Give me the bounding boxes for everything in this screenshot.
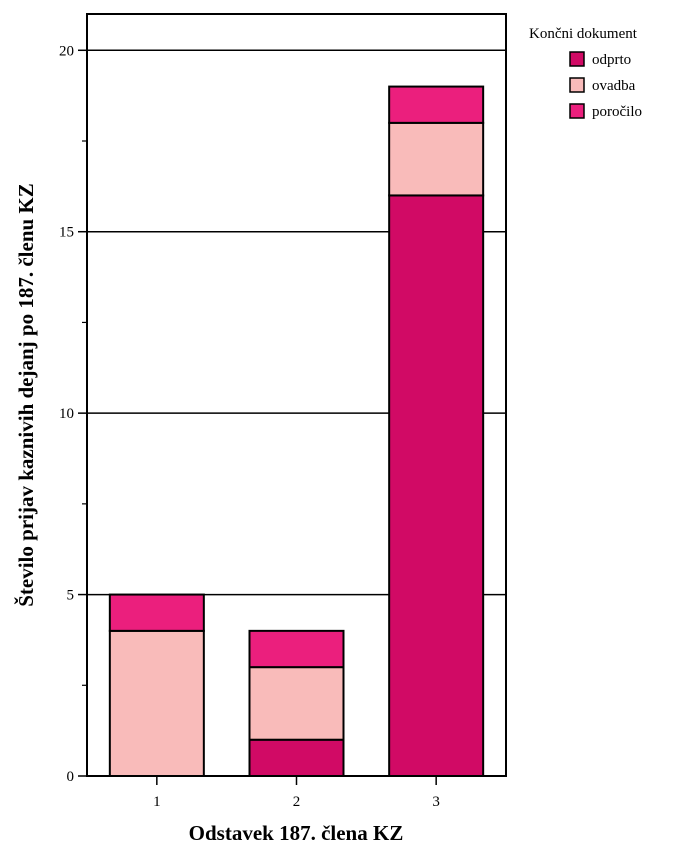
bar-poročilo-3 [388, 85, 485, 124]
axis-layer: 0 5 10 15 20 1 2 3 [59, 43, 440, 810]
bar-odprto-2 [248, 738, 345, 778]
bar-poročilo-1 [108, 593, 205, 632]
bar-ovadba-1 [108, 629, 205, 777]
y-axis-title: Število prijav kaznivih dejanj po 187. č… [14, 183, 38, 607]
legend: Končni dokument odprto ovadba poročilo [529, 26, 642, 120]
bars-layer [108, 85, 485, 778]
bar-poročilo-2 [248, 629, 345, 669]
legend-swatch-poročilo [569, 103, 585, 119]
y-tick-label: 15 [59, 225, 74, 241]
x-tick-label: 3 [432, 794, 440, 810]
y-tick-label: 0 [67, 769, 75, 785]
y-tick-label: 10 [59, 406, 74, 422]
legend-label: ovadba [592, 78, 636, 94]
legend-title: Končni dokument [529, 26, 638, 42]
legend-swatch-odprto [569, 51, 585, 67]
bar-ovadba-3 [388, 121, 485, 197]
legend-items: odprto ovadba poročilo [569, 51, 642, 120]
bar-ovadba-2 [248, 666, 345, 741]
y-tick-label: 5 [67, 588, 75, 604]
x-axis-title: Odstavek 187. člena KZ [189, 821, 404, 845]
x-tick-label: 1 [153, 794, 161, 810]
legend-swatch-ovadba [569, 77, 585, 93]
legend-label: odprto [592, 52, 631, 68]
bar-odprto-3 [388, 194, 485, 777]
x-tick-label: 2 [293, 794, 301, 810]
legend-label: poročilo [592, 104, 642, 120]
y-tick-label: 20 [59, 43, 74, 59]
